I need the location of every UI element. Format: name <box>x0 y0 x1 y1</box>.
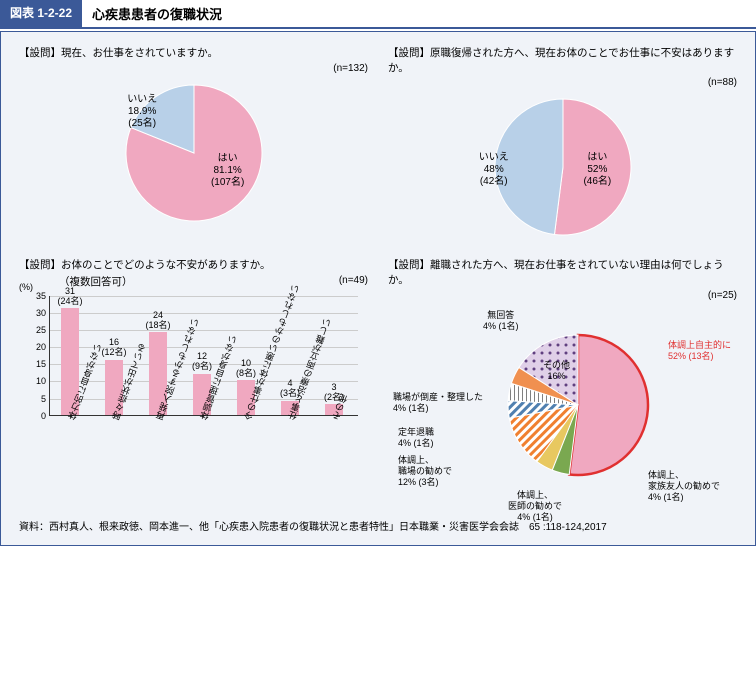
pie2-label-yes: はい 52% (46名) <box>583 152 611 188</box>
pie2-n: (n=88) <box>388 77 737 88</box>
pie1-label-no: いいえ 18.9% (25名) <box>127 94 157 130</box>
figure-header: 図表 1-2-22 心疾患患者の復職状況 <box>0 0 756 29</box>
y-tick: 5 <box>41 394 46 404</box>
panel-pie1: 【設問】現在、お仕事をされていますか。 (n=132) はい 81.1% (10… <box>19 46 368 242</box>
pie3-seg-label: 定年退職4% (1名) <box>398 427 434 450</box>
pie3-seg-label: その他16% <box>543 360 570 383</box>
y-tick: 25 <box>36 325 46 335</box>
source-citation: 資料：西村真人、根来政徳、岡本進一、他「心疾患入院患者の復職状況と患者特性」日本… <box>19 521 737 535</box>
grid-line <box>50 330 358 331</box>
panel-pie2: 【設問】原職復帰された方へ、現在お体のことでお仕事に不安はありますか。 (n=8… <box>388 46 737 242</box>
pie2-chart <box>488 92 638 242</box>
pie1-n: (n=132) <box>19 63 368 74</box>
panel-bars: 【設問】お体のことでどのような不安がありますか。 （複数回答可） (n=49) … <box>19 258 368 504</box>
bar-chart: 0510152025303531(24名)体力的に自身がない16(12名)時々症… <box>49 296 358 416</box>
pie2-label-no: いいえ 48% (42名) <box>479 152 509 188</box>
pie1-label-yes: はい 81.1% (107名) <box>211 153 244 189</box>
y-tick: 30 <box>36 308 46 318</box>
figure-title: 心疾患患者の復職状況 <box>82 0 756 29</box>
figure-tag: 図表 1-2-22 <box>0 0 82 29</box>
y-tick: 15 <box>36 359 46 369</box>
y-tick: 35 <box>36 291 46 301</box>
y-tick: 10 <box>36 376 46 386</box>
y-tick: 0 <box>41 411 46 421</box>
grid-line <box>50 313 358 314</box>
pie-slice <box>569 335 648 475</box>
y-tick: 20 <box>36 342 46 352</box>
pie3-question: 【設問】離職された方へ、現在お仕事をされていない理由は何でしょうか。 <box>388 258 737 287</box>
pie1-question: 【設問】現在、お仕事をされていますか。 <box>19 46 368 61</box>
bar-value: 31(24名) <box>50 287 90 307</box>
pie3-seg-label: 体調上、家族友人の勧めで4% (1名) <box>648 470 720 504</box>
grid-line <box>50 296 358 297</box>
bar-value: 24(18名) <box>138 311 178 331</box>
bars-question: 【設問】お体のことでどのような不安がありますか。 <box>19 258 368 273</box>
pie3-chart <box>498 325 658 485</box>
pie3-seg-label: 職場が倒産・整理した4% (1名) <box>393 392 483 415</box>
figure-content: 【設問】現在、お仕事をされていますか。 (n=132) はい 81.1% (10… <box>0 31 756 546</box>
bars-n: (n=49) <box>339 275 368 288</box>
bars-y-unit: (%) <box>19 282 33 292</box>
bar-value: 16(12名) <box>94 338 134 358</box>
pie3-seg-label: 無回答4% (1名) <box>483 310 519 333</box>
pie3-n: (n=25) <box>388 290 737 301</box>
pie3-seg-label: 体調上自主的に52% (13名) <box>668 340 731 363</box>
pie2-question: 【設問】原職復帰された方へ、現在お体のことでお仕事に不安はありますか。 <box>388 46 737 75</box>
pie3-seg-label: 体調上、医師の勧めで4% (1名) <box>508 490 562 524</box>
pie3-seg-label: 体調上、職場の勧めで12% (3名) <box>398 455 452 489</box>
panel-pie3: 【設問】離職された方へ、現在お仕事をされていない理由は何でしょうか。 (n=25… <box>388 258 737 504</box>
